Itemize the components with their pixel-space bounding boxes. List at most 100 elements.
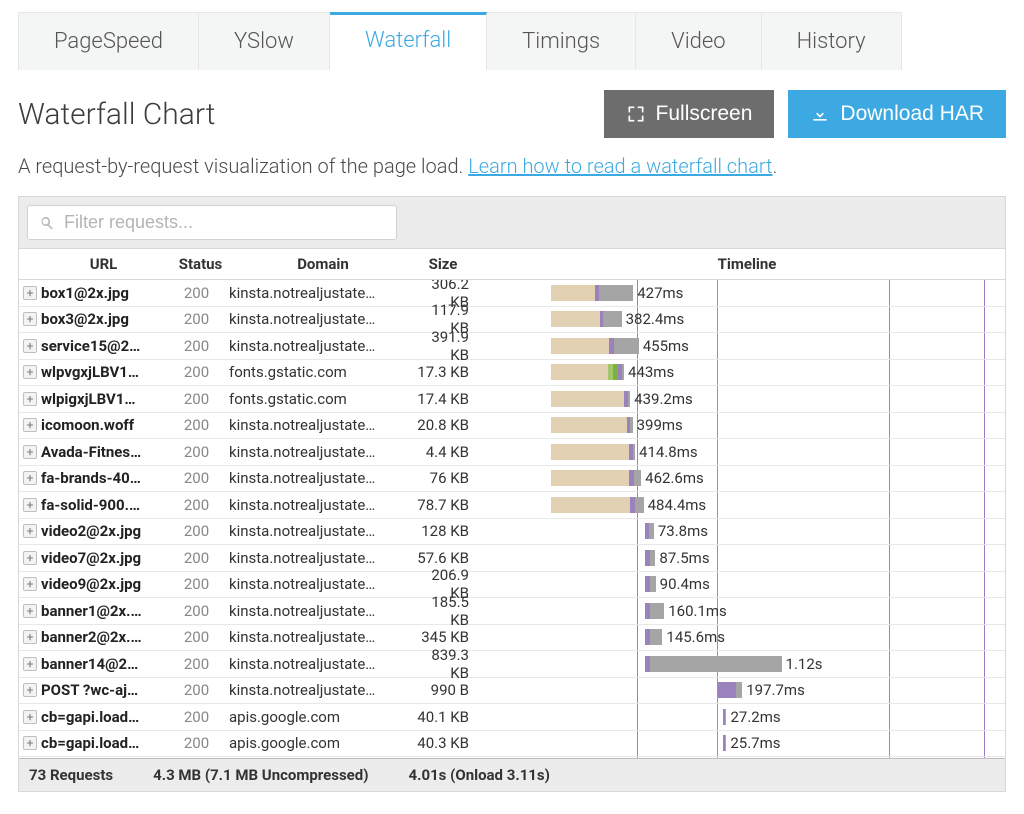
expand-icon[interactable]: + bbox=[23, 683, 37, 697]
cell-url: box1@2x.jpg bbox=[41, 284, 164, 302]
bar-segment-receive bbox=[633, 444, 635, 460]
cell-url: wlpvgxjLBV1… bbox=[41, 363, 164, 381]
cell-status: 200 bbox=[164, 363, 229, 381]
table-row[interactable]: +icomoon.woff200kinsta.notrealjustate…20… bbox=[19, 413, 1005, 440]
cell-status: 200 bbox=[164, 549, 229, 567]
cell-domain: kinsta.notrealjustate… bbox=[229, 337, 409, 355]
bar-label: 160.1ms bbox=[668, 602, 727, 620]
cell-domain: kinsta.notrealjustate… bbox=[229, 416, 409, 434]
table-row[interactable]: +fa-solid-900.…200kinsta.notrealjustate…… bbox=[19, 492, 1005, 519]
cell-domain: kinsta.notrealjustate… bbox=[229, 575, 409, 593]
cell-domain: kinsta.notrealjustate… bbox=[229, 310, 409, 328]
tab-waterfall[interactable]: Waterfall bbox=[330, 12, 487, 70]
timeline-bar: 197.7ms bbox=[718, 682, 805, 698]
table-row[interactable]: +Avada-Fitnes…200kinsta.notrealjustate…4… bbox=[19, 439, 1005, 466]
cell-status: 200 bbox=[164, 522, 229, 540]
filter-input[interactable] bbox=[64, 212, 386, 233]
cell-size: 990 B bbox=[409, 681, 489, 699]
cell-status: 200 bbox=[164, 575, 229, 593]
table-row[interactable]: +video9@2x.jpg200kinsta.notrealjustate…2… bbox=[19, 572, 1005, 599]
expand-icon[interactable]: + bbox=[23, 604, 37, 618]
expand-icon[interactable]: + bbox=[23, 365, 37, 379]
bar-label: 455ms bbox=[643, 337, 689, 355]
cell-status: 200 bbox=[164, 390, 229, 408]
table-row[interactable]: +wlpvgxjLBV1…200fonts.gstatic.com17.3 KB… bbox=[19, 360, 1005, 387]
tab-pagespeed[interactable]: PageSpeed bbox=[18, 12, 199, 70]
bar-label: 427ms bbox=[637, 284, 683, 302]
expand-icon[interactable]: + bbox=[23, 710, 37, 724]
table-row[interactable]: +banner14@2…200kinsta.notrealjustate…839… bbox=[19, 651, 1005, 678]
fullscreen-button[interactable]: Fullscreen bbox=[604, 90, 775, 138]
bar-label: 439.2ms bbox=[634, 390, 693, 408]
expand-icon[interactable]: + bbox=[23, 551, 37, 565]
expand-icon[interactable]: + bbox=[23, 471, 37, 485]
tab-yslow[interactable]: YSlow bbox=[199, 12, 330, 70]
cell-url: cb=gapi.load… bbox=[41, 708, 164, 726]
cell-url: fa-solid-900.… bbox=[41, 496, 164, 514]
cell-timeline: 73.8ms bbox=[489, 519, 1005, 545]
bar-label: 462.6ms bbox=[645, 469, 704, 487]
col-domain[interactable]: Domain bbox=[233, 255, 413, 273]
cell-size: 17.4 KB bbox=[409, 390, 489, 408]
col-size[interactable]: Size bbox=[413, 255, 493, 273]
bar-segment-receive bbox=[634, 470, 641, 486]
expand-icon[interactable]: + bbox=[23, 577, 37, 591]
bar-segment-blocked bbox=[551, 444, 629, 460]
expand-icon[interactable]: + bbox=[23, 286, 37, 300]
bar-label: 414.8ms bbox=[639, 443, 698, 461]
table-row[interactable]: +box3@2x.jpg200kinsta.notrealjustate…117… bbox=[19, 307, 1005, 334]
bar-label: 382.4ms bbox=[626, 310, 685, 328]
cell-domain: kinsta.notrealjustate… bbox=[229, 284, 409, 302]
col-url[interactable]: URL bbox=[45, 255, 168, 273]
expand-icon[interactable]: + bbox=[23, 498, 37, 512]
cell-domain: kinsta.notrealjustate… bbox=[229, 443, 409, 461]
tab-history[interactable]: History bbox=[762, 12, 902, 70]
expand-icon[interactable]: + bbox=[23, 392, 37, 406]
download-har-button[interactable]: Download HAR bbox=[788, 90, 1006, 138]
table-row[interactable]: +cb=gapi.load…200apis.google.com40.3 KB2… bbox=[19, 731, 1005, 758]
table-row[interactable]: +service15@2…200kinsta.notrealjustate…39… bbox=[19, 333, 1005, 360]
expand-icon[interactable]: + bbox=[23, 657, 37, 671]
tab-video[interactable]: Video bbox=[636, 12, 761, 70]
tab-timings[interactable]: Timings bbox=[487, 12, 636, 70]
timeline-bar: 439.2ms bbox=[551, 391, 693, 407]
cell-domain: apis.google.com bbox=[229, 734, 409, 752]
timeline-bar: 27.2ms bbox=[723, 709, 780, 725]
cell-url: wlpigxjLBV1… bbox=[41, 390, 164, 408]
search-icon bbox=[38, 214, 56, 232]
table-row[interactable]: +video7@2x.jpg200kinsta.notrealjustate…5… bbox=[19, 545, 1005, 572]
filter-input-wrap[interactable] bbox=[27, 205, 397, 240]
bar-segment-receive bbox=[649, 523, 654, 539]
table-row[interactable]: +cb=gapi.load…200apis.google.com40.1 KB2… bbox=[19, 704, 1005, 731]
table-row[interactable]: +subscribe_e…200youtube.com1.8 KB110.8ms bbox=[19, 757, 1005, 758]
bar-segment-receive bbox=[650, 550, 656, 566]
cell-timeline: 145.6ms bbox=[489, 625, 1005, 651]
bar-label: 443ms bbox=[628, 363, 674, 381]
fullscreen-label: Fullscreen bbox=[656, 102, 753, 126]
bar-segment-receive bbox=[635, 497, 644, 513]
grid-body[interactable]: +box1@2x.jpg200kinsta.notrealjustate…306… bbox=[19, 280, 1005, 758]
expand-icon[interactable]: + bbox=[23, 445, 37, 459]
expand-icon[interactable]: + bbox=[23, 736, 37, 750]
table-row[interactable]: +banner1@2x.…200kinsta.notrealjustate…18… bbox=[19, 598, 1005, 625]
expand-icon[interactable]: + bbox=[23, 630, 37, 644]
expand-icon[interactable]: + bbox=[23, 312, 37, 326]
cell-domain: fonts.gstatic.com bbox=[229, 390, 409, 408]
table-row[interactable]: +POST ?wc-aj…200kinsta.notrealjustate…99… bbox=[19, 678, 1005, 705]
cell-timeline: 484.4ms bbox=[489, 492, 1005, 518]
table-row[interactable]: +fa-brands-40…200kinsta.notrealjustate…7… bbox=[19, 466, 1005, 493]
bar-segment-receive bbox=[725, 709, 726, 725]
cell-url: Avada-Fitnes… bbox=[41, 443, 164, 461]
col-timeline[interactable]: Timeline bbox=[493, 255, 1001, 273]
table-row[interactable]: + wlpigxjLBV1…200fonts.gstatic.com17.4 KB… bbox=[19, 386, 1005, 413]
table-row[interactable]: +video2@2x.jpg200kinsta.notrealjustate…1… bbox=[19, 519, 1005, 546]
col-status[interactable]: Status bbox=[168, 255, 233, 273]
cell-status: 200 bbox=[164, 310, 229, 328]
subtitle-link[interactable]: Learn how to read a waterfall chart bbox=[468, 154, 772, 178]
expand-icon[interactable]: + bbox=[23, 339, 37, 353]
table-row[interactable]: +banner2@2x.…200kinsta.notrealjustate…34… bbox=[19, 625, 1005, 652]
cell-timeline: 399ms bbox=[489, 413, 1005, 439]
expand-icon[interactable]: + bbox=[23, 418, 37, 432]
table-row[interactable]: +box1@2x.jpg200kinsta.notrealjustate…306… bbox=[19, 280, 1005, 307]
expand-icon[interactable]: + bbox=[23, 524, 37, 538]
